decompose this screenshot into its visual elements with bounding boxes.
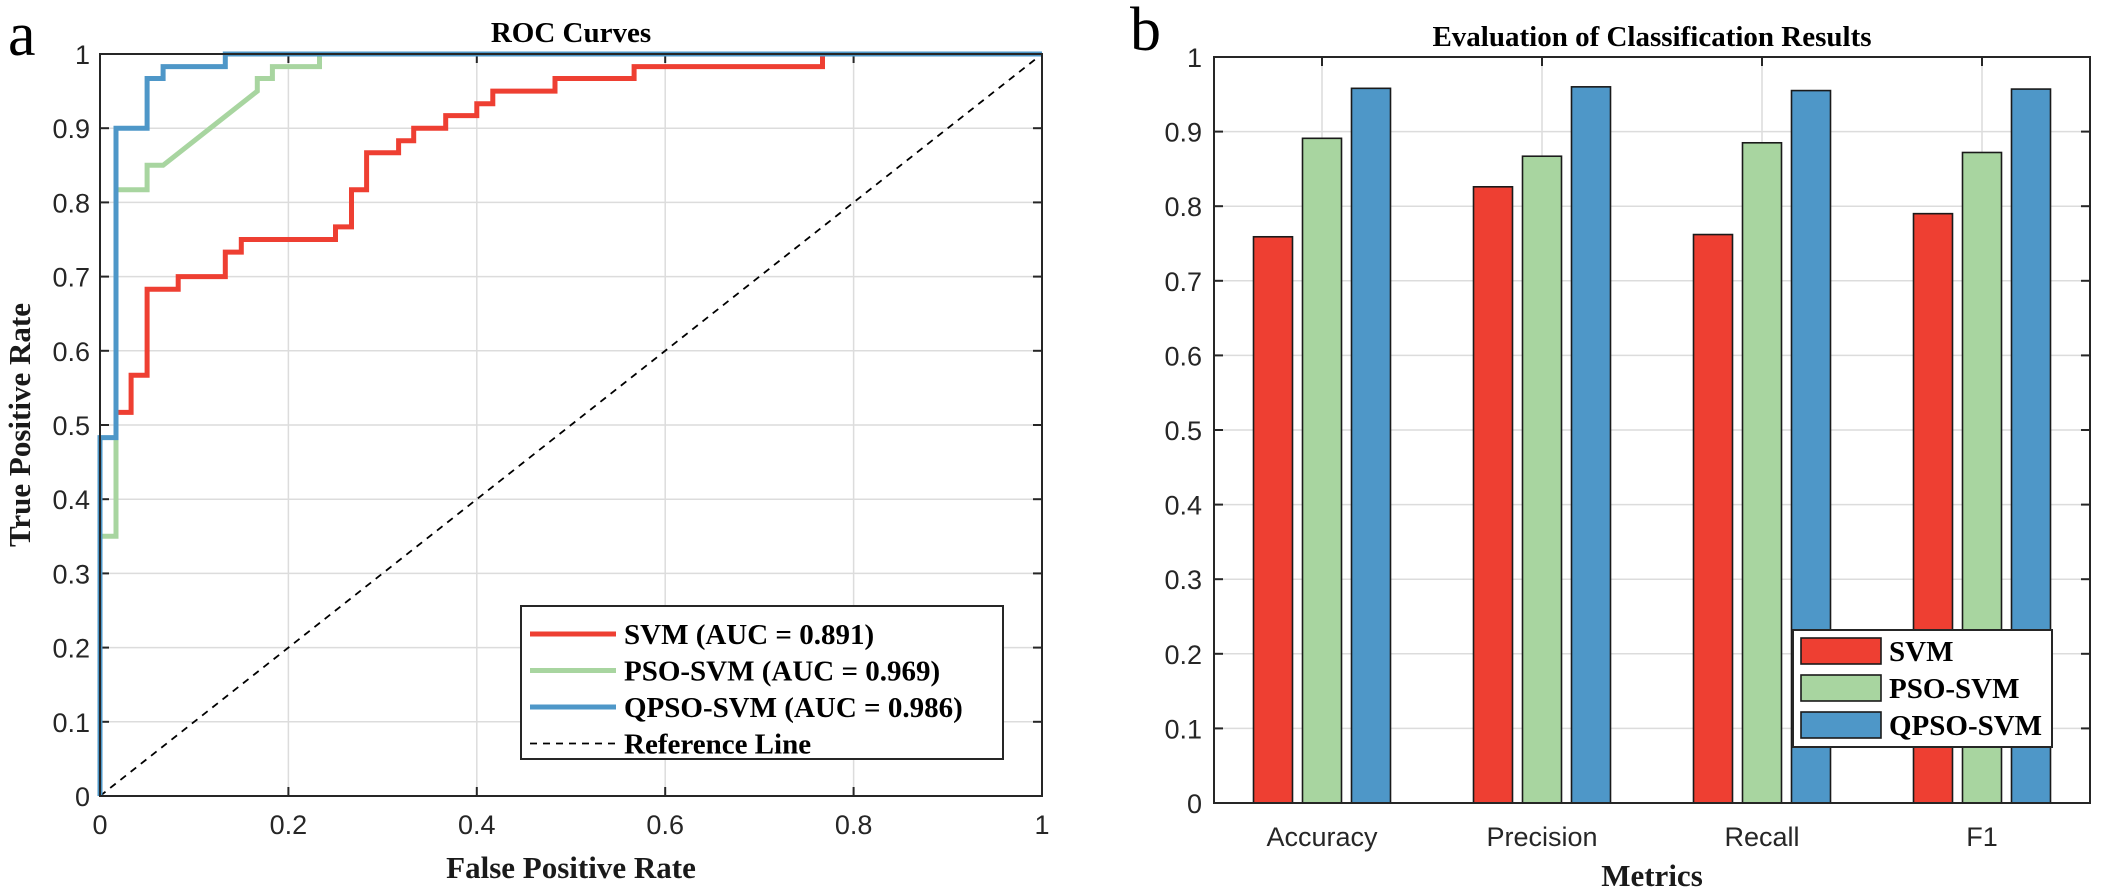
roc-x-tick-label: 0.8 (835, 810, 873, 840)
bar-qpso-svm-precision (1570, 86, 1612, 804)
bar-chart: b 0 0.1 0.2 0.3 0.4 0.5 0.6 0.7 0.8 0.9 1 Accuracy P… (1130, 0, 2091, 893)
bar-qpso-svm-accuracy (1350, 87, 1392, 804)
bar-pso-svm-precision (1521, 155, 1563, 804)
bar-y-tick-label: 0.9 (1164, 118, 1202, 148)
bar-y-tick-label: 0.4 (1164, 491, 1202, 521)
bar-y-tick-label: 0.3 (1164, 565, 1202, 595)
bar-svm-recall (1692, 233, 1734, 804)
roc-legend-label: QPSO-SVM (AUC = 0.986) (624, 692, 963, 724)
roc-y-tick-label: 0.9 (52, 114, 90, 144)
bar-y-tick-label: 0.8 (1164, 192, 1202, 222)
bar-category-label: Accuracy (1266, 822, 1378, 852)
roc-curve-svm (116, 54, 825, 415)
bar-legend-swatch (1800, 674, 1882, 702)
roc-x-axis-title: False Positive Rate (446, 850, 696, 885)
bar-legend: SVM PSO-SVM QPSO-SVM (1792, 629, 2053, 748)
bar-pso-svm-accuracy (1301, 137, 1343, 804)
roc-y-tick-label: 1 (75, 40, 90, 70)
bar-x-axis-title: Metrics (1601, 858, 1703, 893)
roc-axes-box (99, 53, 1043, 797)
bar-chart-title: Evaluation of Classification Results (1432, 21, 1871, 53)
roc-y-tick-label: 0.1 (52, 708, 90, 738)
bar-y-tick-label: 0.2 (1164, 640, 1202, 670)
bar-svm-precision (1472, 186, 1514, 804)
roc-chart-title: ROC Curves (491, 17, 651, 49)
bar-category-label: Precision (1486, 822, 1597, 852)
panel-label-a: a (8, 1, 36, 69)
bar-tick-labels: 0 0.1 0.2 0.3 0.4 0.5 0.6 0.7 0.8 0.9 1 Accuracy Pre… (1164, 43, 1997, 852)
roc-y-tick-label: 0.8 (52, 188, 90, 218)
roc-y-tick-label: 0.6 (52, 337, 90, 367)
roc-y-tick-label: 0 (75, 782, 90, 812)
roc-y-tick-label: 0.2 (52, 634, 90, 664)
bar-pso-svm-recall (1741, 141, 1783, 804)
bar-y-tick-label: 0.6 (1164, 341, 1202, 371)
bar-legend-label: SVM (1889, 636, 1953, 668)
roc-y-axis-title: True Positive Rate (2, 303, 37, 547)
bar-legend-swatch (1800, 711, 1882, 739)
bar-category-label: Recall (1724, 822, 1799, 852)
roc-legend-label: SVM (AUC = 0.891) (624, 619, 874, 651)
panel-label-b: b (1130, 0, 1161, 64)
roc-curve-reference-line (99, 53, 1043, 797)
roc-y-tick-label: 0.5 (52, 411, 90, 441)
roc-curve-qpso-svm (97, 51, 1042, 796)
bar-y-tick-label: 0.7 (1164, 267, 1202, 297)
roc-x-tick-label: 0.2 (270, 810, 308, 840)
bar-y-tick-label: 0 (1187, 789, 1202, 819)
roc-chart: a 0 0.2 0.4 0.6 0.8 1 0 0.1 0.2 0.3 0.4 0.5 0.6 0.7 0.… (2, 1, 1050, 885)
roc-legend: SVM (AUC = 0.891) PSO-SVM (AUC = 0.969) QP… (520, 605, 1004, 761)
bar-y-tick-label: 1 (1187, 43, 1202, 73)
bar-legend-label: PSO-SVM (1889, 673, 2020, 705)
bar-axes-box (1213, 56, 2091, 804)
roc-legend-label: Reference Line (624, 729, 811, 761)
bar-legend-label: QPSO-SVM (1889, 710, 2042, 742)
roc-y-tick-label: 0.3 (52, 559, 90, 589)
roc-legend-label: PSO-SVM (AUC = 0.969) (624, 656, 940, 688)
bar-y-tick-label: 0.1 (1164, 714, 1202, 744)
roc-x-tick-label: 0 (92, 810, 107, 840)
roc-x-tick-label: 0.6 (646, 810, 684, 840)
bar-category-label: F1 (1966, 822, 1998, 852)
bar-y-tick-label: 0.5 (1164, 416, 1202, 446)
bar-legend-swatch (1800, 637, 1882, 665)
roc-series (97, 51, 1043, 797)
roc-x-tick-label: 1 (1034, 810, 1049, 840)
roc-tick-labels: 0 0.2 0.4 0.6 0.8 1 0 0.1 0.2 0.3 0.4 0.5 0.6 0.7 0.8 0… (52, 40, 1049, 840)
roc-y-tick-label: 0.4 (52, 485, 90, 515)
roc-y-tick-label: 0.7 (52, 263, 90, 293)
roc-x-tick-label: 0.4 (458, 810, 496, 840)
bar-svm-accuracy (1252, 235, 1294, 804)
